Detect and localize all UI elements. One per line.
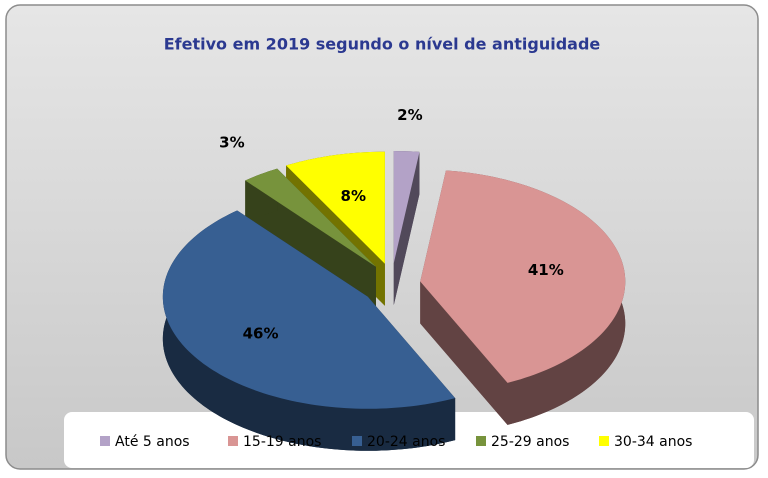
legend-swatch	[352, 436, 362, 446]
pie: 2% 41% 46% 3% 8%	[162, 106, 626, 451]
legend: Até 5 anos 15-19 anos 20-24 anos 25-29 anos…	[100, 434, 692, 450]
data-label: 8%	[341, 187, 366, 205]
data-label: 2%	[397, 106, 422, 124]
slice	[420, 170, 626, 383]
slice-side	[245, 180, 376, 309]
legend-swatch	[228, 436, 238, 446]
legend-label: 30-34 anos	[614, 434, 692, 450]
slice	[393, 151, 420, 264]
data-label: 41%	[528, 261, 564, 279]
legend-label: 25-29 anos	[491, 434, 569, 450]
slice	[162, 210, 456, 409]
slice-side	[420, 281, 508, 425]
slice	[286, 151, 385, 264]
slice-wall	[162, 210, 456, 451]
legend-label: 20-24 anos	[367, 434, 445, 450]
data-label: 46%	[243, 324, 279, 342]
chart-title: Efetivo em 2019 segundo o nível de antig…	[164, 35, 601, 54]
legend-label: Até 5 anos	[115, 434, 190, 450]
legend-label: 15-19 anos	[243, 434, 321, 450]
slice	[245, 168, 376, 267]
legend-swatch	[476, 436, 486, 446]
legend-swatch	[100, 436, 110, 446]
data-label: 3%	[219, 134, 244, 152]
legend-swatch	[599, 436, 609, 446]
